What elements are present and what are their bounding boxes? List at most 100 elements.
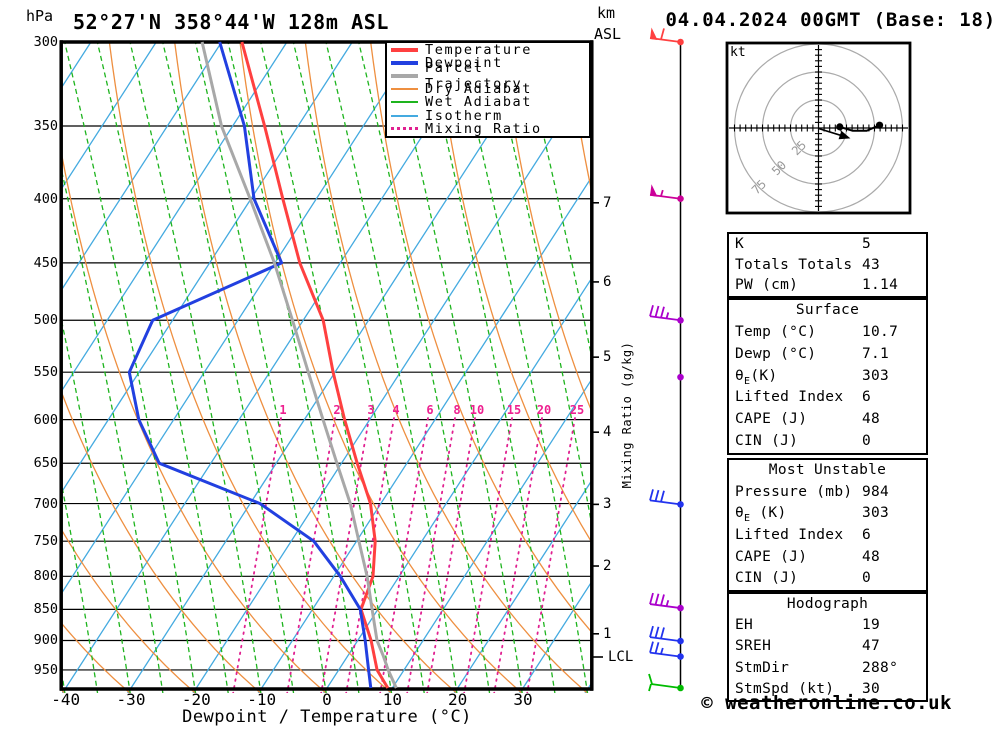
- page-title: 52°27'N 358°44'W 128m ASL: [73, 10, 390, 34]
- legend-line-sample: [391, 101, 418, 104]
- table-row-label: Pressure (mb): [735, 483, 853, 500]
- table-row-label: θE (K): [735, 505, 787, 525]
- table-row-label: K: [735, 236, 745, 252]
- legend-item-label: Mixing Ratio: [425, 120, 542, 137]
- table-row-label: PW (cm): [735, 277, 799, 294]
- table-row-value: 0: [862, 570, 872, 587]
- temperature-curve: [240, 41, 390, 689]
- table-row-value: 48: [862, 411, 881, 428]
- wind-barb: [649, 27, 684, 46]
- altitude-tick-label: 7: [603, 194, 612, 211]
- legend-item: Mixing Ratio: [387, 120, 589, 137]
- table-row-value: 5: [862, 236, 872, 252]
- mixing-ratio-label: 2: [333, 403, 341, 417]
- table-row-label: Dewp (°C): [735, 345, 817, 362]
- table-row-value: 1.14: [862, 277, 899, 294]
- table-row-label: StmSpd (kt): [735, 680, 835, 697]
- mixing-ratio-label: 1: [279, 403, 287, 417]
- altitude-tick-label: 6: [603, 273, 612, 290]
- mixing-ratio-label: 3: [367, 403, 375, 417]
- temperature-tick-label: -40: [51, 690, 81, 709]
- mixing-ratio-label: 6: [426, 403, 434, 417]
- table-row: Lifted Index 6: [729, 525, 926, 547]
- table-row-label: StmDir: [735, 659, 790, 676]
- table-row-value: 19: [862, 617, 881, 634]
- pressure-tick-label: 350: [33, 117, 58, 134]
- legend-line-sample: [391, 88, 418, 91]
- mixing-ratio-label: 15: [506, 403, 522, 417]
- legend-item-label: Parcel Trajectory: [425, 59, 523, 92]
- dewpoint-curve: [127, 41, 373, 689]
- mixing-ratio-label: 20: [536, 403, 552, 417]
- mixing-ratio-lines-group: [232, 417, 576, 693]
- legend-item: Temperature: [387, 41, 589, 58]
- wind-barb: [649, 305, 684, 324]
- legend-item-label: Dry Adiabat: [425, 81, 533, 98]
- table-row: Pressure (mb) 984: [729, 482, 926, 504]
- table-row-value: 43: [862, 256, 881, 273]
- table-row: EH 19: [729, 615, 926, 636]
- table-title: Most Unstable: [768, 462, 887, 478]
- table-row-label: EH: [735, 617, 754, 634]
- legend-line-sample: [391, 60, 418, 65]
- altitude-tick-label: 2: [603, 558, 612, 575]
- wind-barb: [649, 641, 684, 660]
- legend-item: Wet Adiabat: [387, 94, 589, 110]
- wind-barb-column: [648, 27, 684, 692]
- legend-item-label: Isotherm: [425, 107, 503, 124]
- stats-table-most-unstable: Most Unstable Pressure (mb) 984 θE (K) 303 Li…: [727, 458, 928, 592]
- pressure-tick-label: 400: [33, 190, 58, 207]
- table-row: PW (cm) 1.14: [729, 275, 926, 296]
- copyright-label: © weatheronline.co.uk: [701, 692, 952, 714]
- table-row-value: 7.1: [862, 345, 890, 362]
- temperature-tick-label: 30: [513, 690, 533, 709]
- lcl-label: LCL: [608, 649, 634, 665]
- table-row-value: 984: [862, 483, 890, 500]
- table-row: Dewp (°C) 7.1: [729, 344, 926, 366]
- table-row-label: Lifted Index: [735, 526, 844, 543]
- table-row: StmSpd (kt) 30: [729, 679, 926, 700]
- wind-barb: [677, 373, 684, 381]
- mixing-ratio-axis-title: Mixing Ratio (g/kg): [620, 341, 634, 489]
- altitude-tick-label: 5: [603, 349, 612, 366]
- stats-table-hodograph-stats: Hodograph EH 19 SREH 47 StmDir 288° StmSpd (kt)…: [727, 592, 928, 702]
- table-row-label: CIN (J): [735, 570, 799, 587]
- table-row-label: CIN (J): [735, 433, 799, 450]
- table-row: Totals Totals 43: [729, 255, 926, 276]
- table-title: Surface: [795, 302, 860, 318]
- mixing-ratio-label: 25: [569, 403, 585, 417]
- temperature-tick-label: -30: [116, 690, 146, 709]
- hodograph-unit-label: kt: [730, 45, 746, 60]
- table-row-value: 288°: [862, 659, 899, 676]
- table-row-label: Lifted Index: [735, 389, 844, 406]
- table-row: StmDir 288°: [729, 658, 926, 679]
- pressure-axis-unit: hPa: [26, 7, 54, 25]
- table-row-value: 303: [862, 505, 890, 522]
- legend-item-label: Temperature: [425, 41, 533, 58]
- pressure-tick-label: 850: [33, 601, 58, 618]
- parcel-trajectory-curve: [200, 41, 398, 689]
- hodograph-box: [725, 41, 912, 215]
- temperature-tick-label: 20: [448, 690, 468, 709]
- table-row: CAPE (J) 48: [729, 547, 926, 569]
- legend-line-sample: [391, 47, 418, 52]
- pressure-tick-label: 650: [33, 455, 58, 472]
- pressure-tick-label: 950: [33, 661, 58, 678]
- table-row-label: CAPE (J): [735, 548, 808, 565]
- table-row: θE (K) 303: [729, 503, 926, 525]
- table-row-value: 0: [862, 433, 872, 450]
- legend-item: Dry Adiabat: [387, 81, 589, 98]
- table-row: θE(K) 303: [729, 366, 926, 388]
- legend-item-label: Dewpoint: [425, 54, 503, 71]
- temperature-tick-label: 10: [382, 690, 402, 709]
- altitude-axis-ticks: [592, 201, 603, 658]
- table-row-value: 47: [862, 638, 881, 655]
- table-row-value: 10.7: [862, 323, 899, 340]
- legend-item: Dewpoint: [387, 54, 589, 71]
- altitude-tick-label: 1: [603, 625, 612, 642]
- altitude-axis-unit-asl: ASL: [594, 25, 622, 43]
- hodograph: [725, 41, 912, 215]
- table-row-value: 48: [862, 548, 881, 565]
